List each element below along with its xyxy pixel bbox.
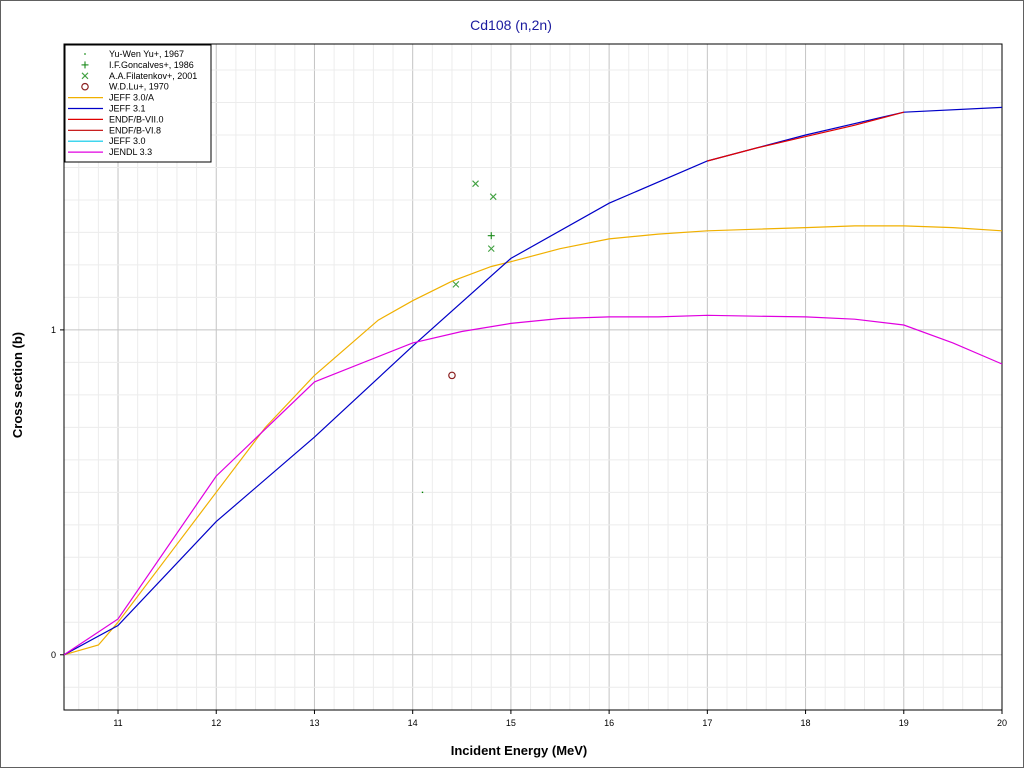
data-point: [487, 245, 495, 253]
legend-label: ENDF/B-VI.8: [109, 125, 161, 135]
legend-label: JEFF 3.1: [109, 104, 146, 114]
legend-label: Yu-Wen Yu+, 1967: [109, 49, 184, 59]
legend-label: ENDF/B-VII.0: [109, 114, 164, 124]
axis-ticks: 11 12 13 14 15 16 17 18 19 20 0 1: [51, 325, 1007, 728]
series-9: [63, 314, 1003, 656]
legend-item: JENDL 3.3: [68, 147, 152, 157]
y-tick-label: 1: [51, 325, 56, 335]
legend-item: JEFF 3.0/A: [68, 93, 154, 103]
legend-item: Yu-Wen Yu+, 1967: [84, 49, 184, 59]
series-2: [452, 180, 497, 288]
data-point: [487, 232, 495, 240]
series-3: [448, 371, 456, 380]
legend-item: ENDF/B-VI.8: [68, 125, 161, 135]
data-point: [421, 491, 424, 494]
legend-item: ENDF/B-VII.0: [68, 114, 164, 124]
legend-swatch: [84, 53, 86, 55]
x-tick-label: 15: [506, 718, 516, 728]
legend-label: W.D.Lu+, 1970: [109, 82, 169, 92]
series-line: [63, 314, 1003, 656]
x-tick-label: 13: [309, 718, 319, 728]
x-tick-label: 19: [899, 718, 909, 728]
legend-label: JENDL 3.3: [109, 147, 152, 157]
legend-item: W.D.Lu+, 1970: [81, 82, 169, 92]
legend-swatch: [81, 61, 89, 69]
x-tick-label: 11: [113, 718, 122, 728]
x-tick-label: 20: [997, 718, 1007, 728]
y-tick-label: 0: [51, 650, 56, 660]
x-tick-label: 17: [702, 718, 712, 728]
series-line: [63, 106, 1003, 656]
series-layer: [63, 106, 1003, 656]
x-tick-label: 14: [408, 718, 418, 728]
series-5: [63, 106, 1003, 656]
legend-label: I.F.Goncalves+, 1986: [109, 60, 194, 70]
data-point: [452, 281, 460, 288]
legend-item: JEFF 3.0: [68, 136, 146, 146]
legend-item: JEFF 3.1: [68, 104, 146, 114]
legend-swatch: [81, 72, 89, 80]
series-4: [63, 225, 1003, 656]
data-point: [489, 193, 497, 201]
y-axis-label: Cross section (b): [10, 332, 25, 438]
series-1: [487, 232, 495, 240]
legend-item: I.F.Goncalves+, 1986: [81, 60, 194, 70]
legend-label: JEFF 3.0/A: [109, 93, 154, 103]
series-line: [707, 111, 904, 162]
series-line: [63, 225, 1003, 656]
x-tick-label: 18: [801, 718, 811, 728]
chart-title: Cd108 (n,2n): [470, 17, 552, 33]
legend-label: A.A.Filatenkov+, 2001: [109, 71, 197, 81]
series-6: [707, 111, 904, 162]
legend-swatch: [81, 82, 89, 91]
x-axis-label: Incident Energy (MeV): [451, 743, 588, 758]
x-tick-label: 16: [604, 718, 614, 728]
legend-item: A.A.Filatenkov+, 2001: [81, 71, 197, 81]
x-tick-label: 12: [211, 718, 221, 728]
grid: [64, 44, 1003, 710]
series-0: [421, 491, 424, 494]
legend-label: JEFF 3.0: [109, 136, 146, 146]
legend-box: [64, 44, 212, 163]
data-point: [472, 180, 479, 188]
plot-area: [63, 43, 1003, 711]
data-point: [448, 371, 456, 380]
